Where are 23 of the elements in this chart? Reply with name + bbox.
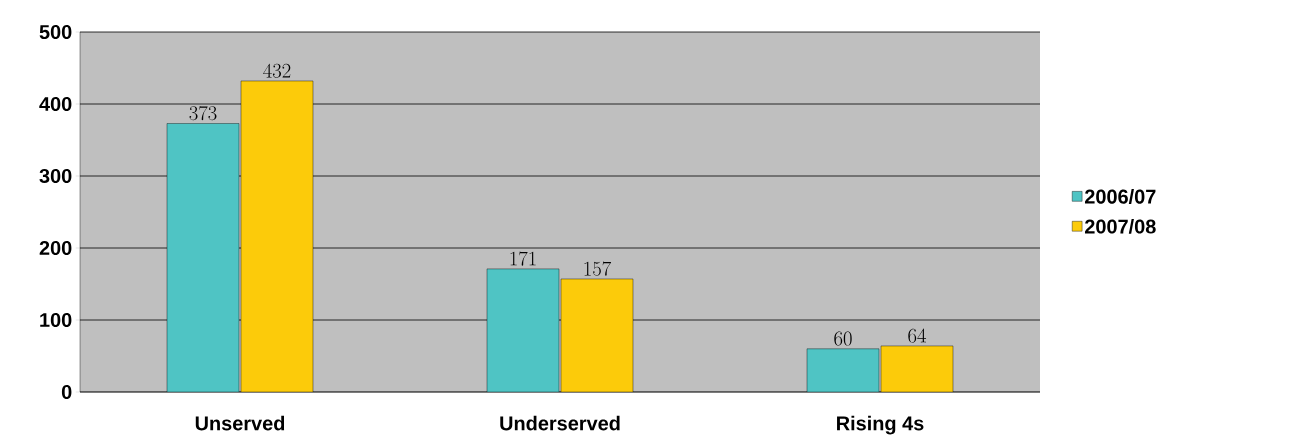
bar <box>880 345 954 392</box>
x-tick-label: Underserved <box>500 415 620 431</box>
legend-label: 2006/07 <box>1085 189 1156 204</box>
y-tick-label: 300 <box>39 168 72 184</box>
legend-label: 2007/08 <box>1085 218 1156 234</box>
data-label: 157 <box>584 261 612 276</box>
y-tick-label: 100 <box>40 312 72 328</box>
y-tick-label: 400 <box>39 96 72 112</box>
bar <box>241 80 313 392</box>
x-tick-label: Unserved <box>195 415 285 431</box>
bar <box>487 268 560 392</box>
bar <box>806 348 880 392</box>
data-label: 60 <box>834 331 852 346</box>
y-tick-label: 200 <box>39 240 72 256</box>
y-tick-label: 0 <box>61 384 72 400</box>
x-tick-label: Rising 4s <box>837 415 924 435</box>
y-tick-label: 500 <box>39 24 72 40</box>
data-label: 373 <box>189 105 217 121</box>
bar <box>167 123 239 392</box>
data-label: 171 <box>510 251 536 266</box>
bar <box>561 278 633 392</box>
data-label: 432 <box>263 63 291 78</box>
data-label: 64 <box>908 328 927 343</box>
